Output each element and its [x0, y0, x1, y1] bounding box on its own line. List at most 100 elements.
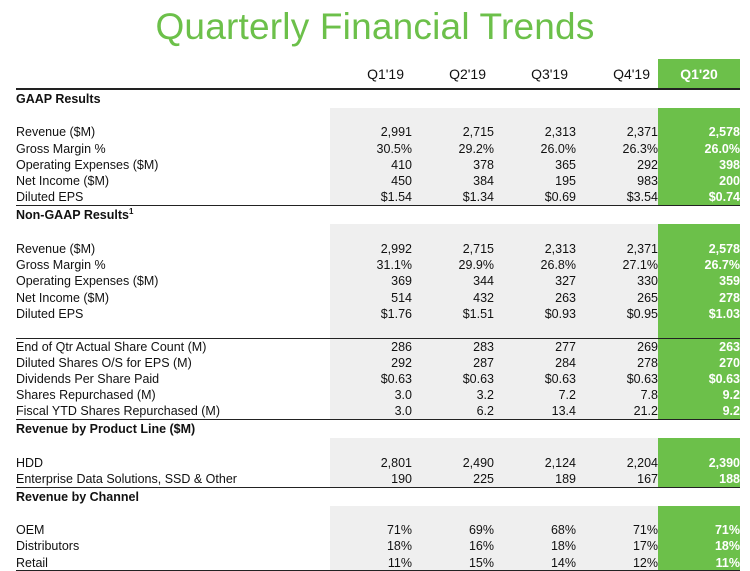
value-cell: 2,991 [330, 124, 412, 141]
table-row: Enterprise Data Solutions, SSD & Other 19… [16, 470, 740, 488]
blank-cell [576, 486, 658, 506]
value-cell: $0.95 [576, 305, 658, 323]
value-cell: $0.63 [494, 370, 576, 388]
blank-cell [330, 205, 412, 225]
blank-cell [330, 419, 412, 439]
current-quarter-value: 2,578 [658, 124, 740, 141]
row-label: Diluted EPS [16, 190, 84, 205]
current-quarter-value: 2,390 [658, 454, 740, 471]
table-row: Shares Repurchased (M) 3.0 3.2 7.2 7.8 9.2 [16, 387, 740, 404]
value-cell: 26.0% [494, 140, 576, 157]
section-header-row: Revenue by Product Line ($M) [16, 419, 740, 439]
column-header: Q1'19 [330, 59, 412, 90]
value-cell: 69% [412, 522, 494, 539]
spacer-cell [16, 438, 330, 454]
spacer-cell [330, 505, 412, 523]
table-row: Operating Expenses ($M) 369 344 327 330 359 [16, 273, 740, 290]
blank-cell [412, 419, 494, 439]
current-quarter-value: 398 [658, 156, 740, 174]
value-cell: 17% [576, 538, 658, 555]
value-cell: 3.2 [412, 387, 494, 404]
value-cell: 71% [330, 522, 412, 539]
table-row: Retail 11% 15% 14% 12% 11% [16, 554, 740, 571]
row-label: Net Income ($M) [16, 290, 110, 305]
value-cell: 378 [412, 156, 494, 174]
current-quarter-value: 263 [658, 337, 740, 355]
value-cell: 29.2% [412, 140, 494, 157]
value-cell: 278 [576, 354, 658, 371]
section-header-label: GAAP Results [16, 92, 101, 106]
current-quarter-value: 2,578 [658, 240, 740, 257]
value-cell: 410 [330, 156, 412, 174]
value-cell: 286 [330, 337, 412, 355]
table-row: Gross Margin % 30.5% 29.2% 26.0% 26.3% 26.0% [16, 140, 740, 157]
table-row: Revenue ($M) 2,992 2,715 2,313 2,371 2,578 [16, 240, 740, 257]
row-label: Dividends Per Share Paid [16, 372, 160, 387]
value-cell: $1.51 [412, 305, 494, 323]
current-quarter-value: 359 [658, 273, 740, 290]
blank-cell [330, 486, 412, 506]
spacer-cell [576, 322, 658, 339]
value-cell: 330 [576, 273, 658, 290]
table-header-row: Q1'19 Q2'19 Q3'19 Q4'19 Q1'20 [16, 59, 740, 90]
row-label: Retail [16, 554, 330, 571]
current-quarter-value: 11% [658, 554, 740, 571]
blank-cell [330, 89, 412, 108]
blank-cell [658, 89, 740, 108]
section-header-row: Non-GAAP Results1 [16, 205, 740, 225]
current-quarter-value: 278 [658, 289, 740, 306]
value-cell: 450 [330, 173, 412, 190]
spacer-cell [494, 438, 576, 455]
row-label: Operating Expenses ($M) [16, 274, 159, 289]
table-row: Net Income ($M) 450 384 195 983 200 [16, 173, 740, 190]
value-cell: 11% [330, 554, 412, 571]
value-cell: $0.63 [576, 370, 658, 388]
table-row: Diluted EPS $1.54 $1.34 $0.69 $3.54 $0.74 [16, 189, 740, 206]
table-row: Diluted EPS $1.76 $1.51 $0.93 $0.95 $1.03 [16, 305, 740, 323]
row-label: Fiscal YTD Shares Repurchased (M) [16, 404, 221, 419]
blank-cell [494, 205, 576, 225]
row-label: Revenue ($M) [16, 241, 96, 256]
spacer-row [16, 505, 740, 523]
table-row: Revenue ($M) 2,991 2,715 2,313 2,371 2,578 [16, 124, 740, 141]
blank-cell [412, 486, 494, 506]
column-header-current-quarter: Q1'20 [658, 59, 740, 90]
current-quarter-value: 270 [658, 354, 740, 371]
value-cell: 287 [412, 354, 494, 371]
row-label: Diluted Shares O/S for EPS (M) [16, 355, 192, 370]
value-cell: 2,715 [412, 240, 494, 257]
value-cell: 15% [412, 554, 494, 571]
section-header: Non-GAAP Results1 [16, 205, 330, 225]
section-header: Revenue by Channel [16, 486, 330, 506]
value-cell: 27.1% [576, 256, 658, 274]
blank-cell [576, 419, 658, 439]
header-label-cell [16, 59, 330, 90]
blank-cell [494, 486, 576, 506]
blank-cell [658, 205, 740, 225]
value-cell: 344 [412, 273, 494, 290]
spacer-row [16, 224, 740, 241]
current-quarter-value: 18% [658, 538, 740, 555]
spacer-row [16, 322, 740, 339]
value-cell: 31.1% [330, 256, 412, 274]
value-cell: 18% [330, 538, 412, 555]
column-header: Q2'19 [412, 59, 494, 90]
value-cell: 277 [494, 337, 576, 355]
value-cell: 384 [412, 173, 494, 190]
value-cell: 2,124 [494, 454, 576, 471]
value-cell: 26.8% [494, 256, 576, 274]
spacer-cell [658, 322, 740, 339]
spacer-cell [576, 505, 658, 523]
spacer-cell [494, 505, 576, 523]
table-row: HDD 2,801 2,490 2,124 2,204 2,390 [16, 454, 740, 471]
blank-cell [658, 419, 740, 439]
value-cell: $3.54 [576, 189, 658, 206]
value-cell: 6.2 [412, 403, 494, 420]
spacer-row [16, 108, 740, 125]
footnote-marker: 1 [128, 207, 134, 217]
spacer-cell [16, 322, 330, 338]
blank-cell [412, 89, 494, 108]
value-cell: 190 [330, 470, 412, 488]
table-row: Dividends Per Share Paid $0.63 $0.63 $0.63 $… [16, 370, 740, 388]
value-cell: 68% [494, 522, 576, 539]
